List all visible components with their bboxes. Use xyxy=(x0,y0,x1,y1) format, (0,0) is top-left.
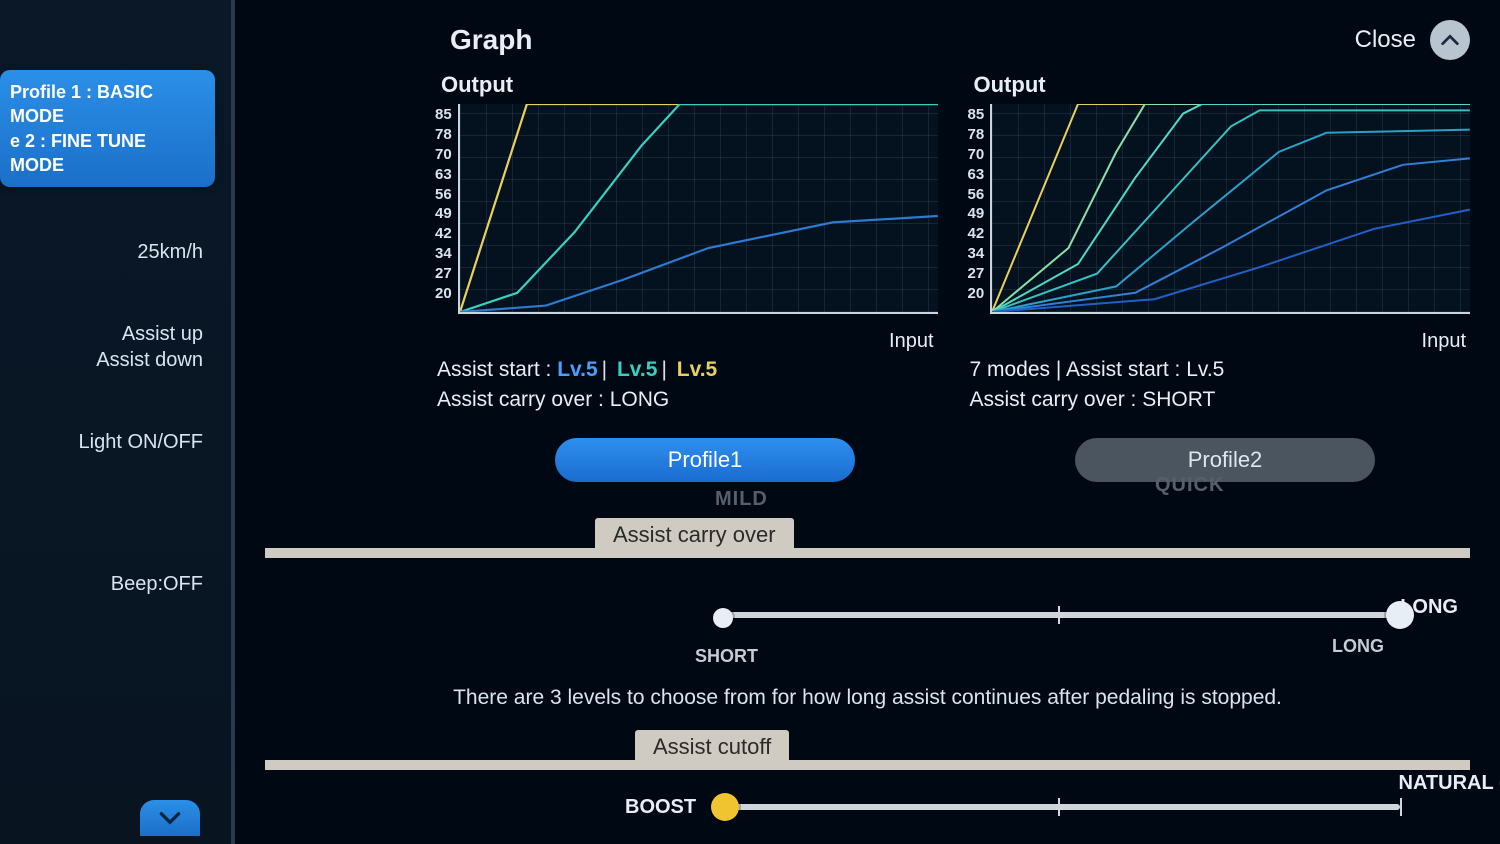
close-label: Close xyxy=(1355,26,1416,54)
sidebar-item-light[interactable]: Light ON/OFF xyxy=(0,401,223,483)
sidebar-assist-up: Assist up xyxy=(8,321,203,347)
sidebar-item-beep[interactable]: Beep:OFF xyxy=(0,543,223,625)
chart-left-info: Assist start : Lv.5| Lv.5| Lv.5 Assist c… xyxy=(437,355,938,416)
chevron-up-icon xyxy=(1430,20,1470,60)
collapse-button[interactable] xyxy=(140,800,200,836)
carryover-slider[interactable]: LONG LONG SHORT xyxy=(715,588,1400,678)
section-cutoff-divider xyxy=(265,760,1470,774)
section-cutoff-tab: Assist cutoff xyxy=(635,730,789,764)
carryover-start-handle[interactable] xyxy=(713,608,733,628)
ghost-quick-label: QUICK xyxy=(1155,474,1224,497)
sidebar-item-assist[interactable]: Assist up Assist down xyxy=(0,293,223,401)
ghost-mild-label: MILD xyxy=(715,488,768,511)
chart-left-plot xyxy=(458,104,938,314)
sidebar-assist-down: Assist down xyxy=(8,347,203,373)
chart-left-box: 85787063564942342720 xyxy=(435,104,938,324)
chart-left-yticks: 85787063564942342720 xyxy=(435,104,458,304)
profile2-button[interactable]: Profile2 xyxy=(1075,438,1375,482)
lv-blue: Lv.5 xyxy=(557,358,597,381)
close-button[interactable]: Close xyxy=(1355,20,1470,60)
chevron-down-icon xyxy=(157,805,183,831)
profile-line1: Profile 1 : BASIC MODE xyxy=(10,80,205,129)
app-root: Profile 1 : BASIC MODE e 2 : FINE TUNE M… xyxy=(0,0,1500,844)
carryover-tick-mid xyxy=(1058,606,1060,624)
cutoff-left-label: BOOST xyxy=(625,796,696,819)
info-prefix: Assist start : xyxy=(437,358,557,381)
cutoff-tick-mid xyxy=(1058,798,1060,816)
lv-yellow: Lv.5 xyxy=(677,358,717,381)
chart-right-plot xyxy=(990,104,1470,314)
chart-left-info2: Assist carry over : LONG xyxy=(437,388,669,411)
chart-left-ylabel: Output xyxy=(441,72,938,98)
chart-right-info2: Assist carry over : SHORT xyxy=(970,388,1216,411)
chart-right-ylabel: Output xyxy=(974,72,1471,98)
cutoff-right-label: NATURAL (Default) xyxy=(1399,772,1500,795)
chart-right: Output 85787063564942342720 Input 7 mode… xyxy=(968,72,1471,416)
lv-teal: Lv.5 xyxy=(617,358,657,381)
chart-left-xlabel: Input xyxy=(435,330,938,353)
panel-header: Graph Close xyxy=(265,20,1470,60)
cutoff-handle[interactable] xyxy=(711,793,739,821)
chart-right-xlabel: Input xyxy=(968,330,1471,353)
carryover-right-label: LONG xyxy=(1400,596,1458,619)
cutoff-tick-right xyxy=(1400,798,1402,816)
main-panel: Graph Close Output 85787063564942342720 … xyxy=(235,0,1500,844)
chart-left: Output 85787063564942342720 Input Assist… xyxy=(435,72,938,416)
sidebar-light-label: Light ON/OFF xyxy=(79,431,203,453)
section-carryover-tab: Assist carry over xyxy=(595,518,794,552)
sidebar-beep-label: Beep:OFF xyxy=(111,573,203,595)
sidebar-item-speed[interactable]: 25km/h xyxy=(0,211,223,293)
chart-right-info: 7 modes | Assist start : Lv.5 Assist car… xyxy=(970,355,1471,416)
profile-mode-button[interactable]: Profile 1 : BASIC MODE e 2 : FINE TUNE M… xyxy=(0,70,215,187)
panel-title: Graph xyxy=(450,24,532,56)
sidebar: Profile 1 : BASIC MODE e 2 : FINE TUNE M… xyxy=(0,0,235,844)
cutoff-slider[interactable]: BOOST NATURAL (Default) xyxy=(715,780,1400,844)
carryover-description: There are 3 levels to choose from for ho… xyxy=(265,686,1470,710)
profile-line2: e 2 : FINE TUNE MODE xyxy=(10,129,205,178)
chart-right-yticks: 85787063564942342720 xyxy=(968,104,991,304)
chart-right-box: 85787063564942342720 xyxy=(968,104,1471,324)
carryover-right-sub: LONG xyxy=(1332,636,1384,657)
sidebar-speed-label: 25km/h xyxy=(137,241,203,263)
section-carryover-divider xyxy=(265,548,1470,562)
profile1-button[interactable]: Profile1 xyxy=(555,438,855,482)
carryover-left-label: SHORT xyxy=(695,646,758,667)
profile-tabs: Profile1 Profile2 MILD QUICK xyxy=(555,438,1470,482)
chart-right-info1: 7 modes | Assist start : Lv.5 xyxy=(970,358,1225,381)
charts-row: Output 85787063564942342720 Input Assist… xyxy=(435,72,1470,416)
